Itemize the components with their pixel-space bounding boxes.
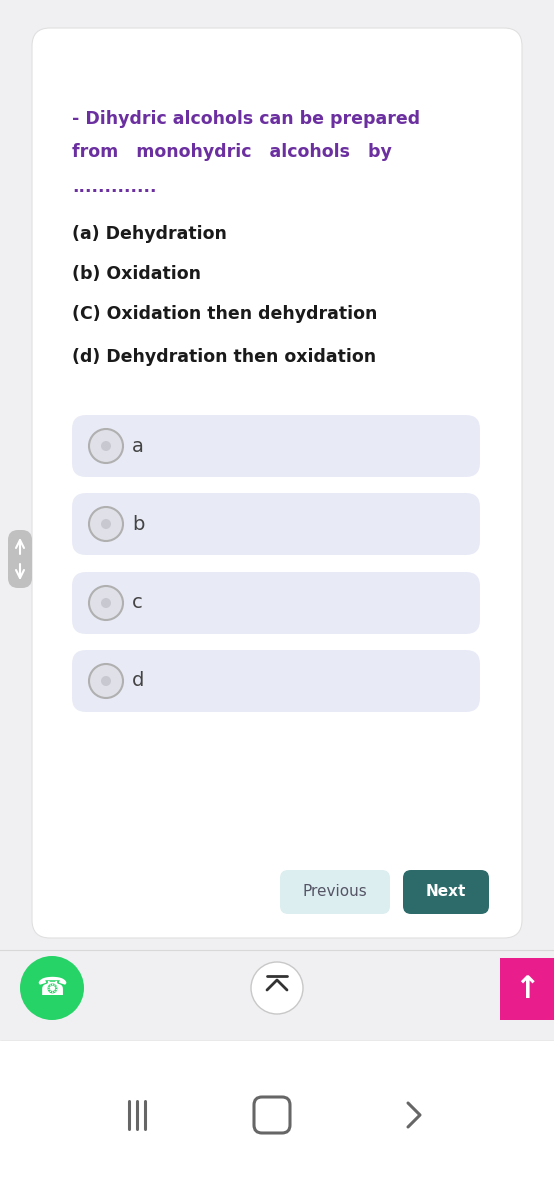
Text: d: d xyxy=(132,672,145,690)
Circle shape xyxy=(251,962,303,1014)
Text: (d) Dehydration then oxidation: (d) Dehydration then oxidation xyxy=(72,348,376,366)
FancyBboxPatch shape xyxy=(403,870,489,914)
Text: (a) Dehydration: (a) Dehydration xyxy=(72,226,227,242)
Text: (b) Oxidation: (b) Oxidation xyxy=(72,265,201,283)
Text: - Dihydric alcohols can be prepared: - Dihydric alcohols can be prepared xyxy=(72,110,420,128)
Circle shape xyxy=(89,664,123,698)
Text: ☎: ☎ xyxy=(37,976,68,1000)
Text: Next: Next xyxy=(426,884,466,900)
Text: a: a xyxy=(132,437,144,456)
FancyBboxPatch shape xyxy=(72,493,480,554)
FancyBboxPatch shape xyxy=(72,650,480,712)
FancyBboxPatch shape xyxy=(32,28,522,938)
Text: b: b xyxy=(132,515,145,534)
Text: .............: ............. xyxy=(72,178,156,196)
Text: (C) Oxidation then dehydration: (C) Oxidation then dehydration xyxy=(72,305,377,323)
Circle shape xyxy=(89,506,123,541)
Circle shape xyxy=(89,428,123,463)
FancyBboxPatch shape xyxy=(72,572,480,634)
Circle shape xyxy=(101,676,111,686)
Circle shape xyxy=(101,518,111,529)
Bar xyxy=(0,1040,554,1200)
Circle shape xyxy=(20,956,84,1020)
FancyBboxPatch shape xyxy=(280,870,390,914)
Text: ↑: ↑ xyxy=(514,974,540,1003)
FancyBboxPatch shape xyxy=(72,415,480,476)
Circle shape xyxy=(101,440,111,451)
Text: c: c xyxy=(132,594,143,612)
Text: from   monohydric   alcohols   by: from monohydric alcohols by xyxy=(72,143,392,161)
Bar xyxy=(500,958,554,1020)
Circle shape xyxy=(89,586,123,620)
FancyBboxPatch shape xyxy=(8,530,32,588)
Circle shape xyxy=(101,598,111,608)
Text: Previous: Previous xyxy=(302,884,367,900)
